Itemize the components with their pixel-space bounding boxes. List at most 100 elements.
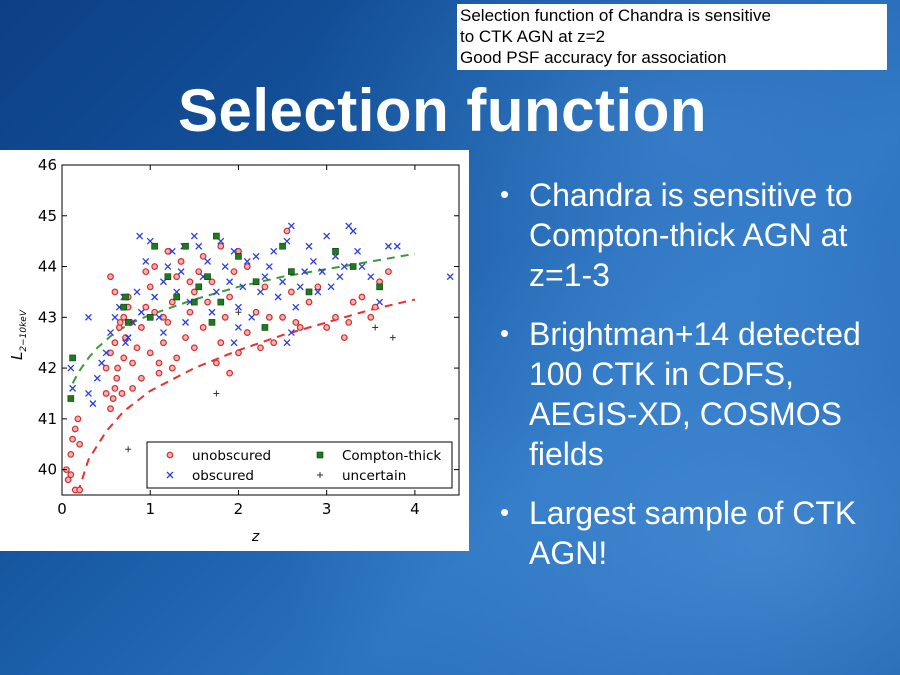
obscured-point	[384, 242, 392, 250]
unobscured-point	[199, 324, 207, 331]
obscured-point	[67, 364, 75, 372]
obscured-point	[195, 242, 203, 250]
obscured-point	[252, 252, 260, 260]
bullet-dot-icon: •	[500, 497, 510, 527]
unobscured-point	[102, 364, 110, 372]
obscured-point	[283, 339, 291, 347]
compton-thick-point	[151, 242, 158, 250]
compton-thick-point	[261, 324, 269, 331]
unobscured-point	[217, 242, 225, 250]
unobscured-point	[64, 476, 72, 484]
obscured-point	[239, 283, 247, 291]
slide-title: Selection function	[177, 77, 708, 144]
unobscured-point	[217, 339, 225, 347]
unobscured-point	[146, 283, 154, 291]
bullet-item: • Brightman+14 detected 100 CTK in CDFS, …	[498, 314, 888, 474]
unobscured-point	[111, 384, 119, 392]
obscured-point	[287, 222, 295, 230]
y-axis-label-subscript: 2−10keV	[19, 309, 29, 351]
obscured-point	[221, 263, 229, 270]
compton-thick-point	[164, 273, 172, 280]
unobscured-point	[120, 313, 128, 321]
unobscured-point	[230, 268, 238, 276]
plot-frame	[61, 164, 460, 496]
unobscured-point	[349, 298, 357, 306]
compton-thick-point	[67, 395, 75, 402]
unobscured-point	[168, 364, 176, 372]
unobscured-point	[190, 344, 198, 352]
compton-thick-point	[173, 293, 180, 301]
obscured-point	[226, 278, 234, 286]
unobscured-point	[102, 390, 110, 397]
legend-marker-circle	[166, 451, 174, 459]
y-tick-label: 43	[38, 308, 57, 326]
legend-box	[146, 441, 453, 489]
obscured-point	[234, 303, 242, 311]
compton-thick-point	[279, 242, 286, 250]
obscured-point	[168, 247, 176, 255]
obscured-point	[327, 283, 335, 291]
unobscured-point	[287, 288, 295, 296]
y-axis-label-group: L2−10keV	[8, 309, 29, 360]
unobscured-point	[146, 349, 154, 357]
obscured-point	[270, 247, 278, 255]
obscured-point	[107, 329, 114, 336]
x-tick-label: 3	[322, 500, 332, 518]
obscured-point	[243, 258, 251, 265]
bullet-text: Largest sample of CTK AGN!	[529, 495, 857, 571]
unobscured-point	[190, 288, 198, 296]
compton-thick-point	[208, 319, 216, 326]
x-tick-label: 0	[57, 500, 67, 518]
unobscured-point	[186, 278, 194, 286]
obscured-point	[85, 313, 92, 321]
compton-thick-point	[349, 263, 357, 270]
obscured-point	[190, 232, 198, 240]
obscured-point	[265, 263, 273, 270]
unobscured-point	[173, 354, 181, 362]
compton-thick-point	[191, 298, 198, 306]
unobscured-point	[226, 369, 234, 377]
unobscured-point	[292, 318, 300, 326]
compton-thick-point	[182, 242, 189, 250]
unobscured-point	[76, 440, 84, 448]
unobscured-point	[164, 318, 172, 326]
unobscured-point	[71, 425, 79, 433]
unobscured-point	[199, 252, 207, 260]
legend-marker-x	[166, 471, 174, 479]
obscured-point	[336, 273, 344, 281]
obscured-point	[89, 400, 97, 408]
obscured-point	[309, 258, 317, 265]
unobscured-point	[120, 354, 128, 362]
unobscured-point	[137, 374, 145, 382]
legend-label: obscured	[192, 468, 254, 484]
obscured-point	[340, 263, 348, 270]
red-dashed-curve	[76, 298, 416, 493]
legend-label: unobscured	[192, 448, 271, 464]
unobscured-point	[133, 344, 141, 352]
unobscured-point	[265, 313, 273, 321]
compton-thick-point	[69, 354, 76, 362]
unobscured-point	[371, 303, 379, 311]
unobscured-point	[270, 339, 278, 347]
unobscured-point	[111, 339, 119, 347]
unobscured-point	[340, 334, 348, 342]
obscured-point	[248, 313, 256, 321]
obscured-point	[159, 329, 167, 336]
compton-thick-point	[204, 273, 211, 280]
compton-thick-point	[120, 303, 128, 311]
obscured-point	[296, 283, 304, 291]
obscured-point	[137, 308, 145, 316]
compton-thick-point	[252, 278, 260, 286]
unobscured-point	[114, 364, 121, 372]
unobscured-point	[257, 344, 264, 352]
legend-label: uncertain	[342, 468, 406, 484]
obscured-point	[98, 359, 106, 367]
unobscured-point	[252, 308, 260, 316]
obscured-point	[85, 390, 92, 397]
y-tick-label: 41	[38, 410, 57, 428]
obscured-point	[122, 339, 129, 347]
y-tick-label: 42	[38, 359, 57, 377]
unobscured-point	[367, 313, 375, 321]
legend-marker-plus	[317, 472, 323, 478]
unobscured-point	[155, 359, 163, 367]
